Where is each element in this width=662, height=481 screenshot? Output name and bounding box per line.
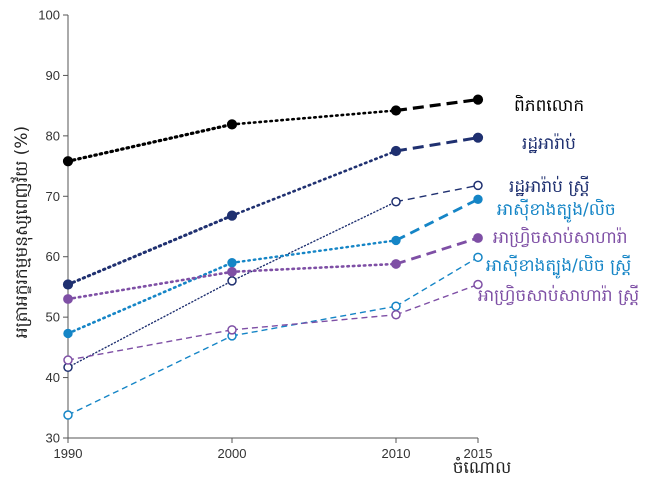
series-line-segment: [231, 314, 397, 331]
series-label-world: ពិភពលោក: [514, 94, 584, 116]
x-tick-label: 2010: [382, 446, 411, 461]
data-point: [473, 279, 483, 290]
data-point: [62, 156, 74, 167]
series-line-segment: [66, 261, 234, 335]
data-point: [391, 309, 401, 320]
data-point: [390, 145, 402, 157]
series-line-segment: [395, 98, 479, 113]
series-line-segment: [395, 256, 479, 307]
y-tick-label: 70: [46, 189, 60, 204]
y-tick-label: 60: [46, 249, 60, 264]
x-tick-label: 1990: [54, 446, 83, 461]
y-axis-title: អត្រាអក្ខរកម្មមនុស្សពេញវ័យ (%): [10, 126, 33, 338]
series-label-arab-states: រដ្ឋអារ៉ាប់: [522, 132, 576, 154]
axes: 30 40 50 60 70 80 90 100 1990 2000 2010 2015: [38, 8, 492, 462]
series-line-segment: [395, 236, 479, 266]
y-tick-label: 100: [38, 8, 60, 23]
data-point: [226, 119, 238, 130]
series-line-segment: [67, 329, 233, 361]
data-point: [473, 252, 483, 263]
x-tick-label: 2000: [218, 446, 247, 461]
series-line-segment: [230, 262, 398, 274]
series-label-sub-saharan-africa: អាហ្វ្រិចសាប់សាហារ៉ា: [493, 226, 628, 248]
series-label-south-west-asia: អាស៊ីខាងត្បូង/លិច: [497, 198, 616, 223]
data-point: [227, 258, 237, 268]
series-line-segment: [66, 122, 234, 163]
data-point: [473, 180, 483, 191]
y-tick-label: 80: [46, 128, 60, 143]
series-south-west-asia-female: [63, 252, 483, 420]
x-tick-label: 2015: [464, 446, 493, 461]
series-label-arab-states-female: រដ្ឋអារ៉ាប់ ស្ត្រី: [509, 175, 590, 197]
series-sub-saharan-africa: [63, 233, 483, 304]
data-point: [62, 279, 74, 290]
data-point: [63, 410, 73, 420]
x-axis-title: ចំណោល: [453, 456, 512, 478]
series-line-segment: [67, 280, 233, 368]
series-arab-states-female: [63, 180, 483, 373]
data-point: [391, 196, 401, 207]
series-layer: [62, 94, 484, 420]
series-line-segment: [231, 305, 397, 337]
series-arab-states: [62, 132, 484, 290]
data-point: [391, 235, 401, 246]
data-point: [227, 266, 237, 277]
series-south-west-asia: [63, 194, 483, 339]
y-tick-label: 90: [46, 68, 60, 83]
data-point: [473, 233, 483, 243]
y-tick-label: 50: [46, 310, 60, 325]
series-line-segment: [230, 239, 398, 264]
series-line-segment: [66, 214, 234, 287]
data-point: [391, 301, 401, 312]
series-line-segment: [395, 184, 479, 203]
series-line-segment: [67, 335, 233, 416]
series-line-segment: [66, 270, 234, 301]
data-point: [63, 328, 73, 339]
data-point: [227, 276, 237, 286]
series-line-segment: [230, 109, 398, 126]
series-line-segment: [231, 201, 397, 282]
series-sub-saharan-africa-female: [63, 279, 483, 365]
data-point: [472, 94, 484, 105]
y-tick-label: 30: [46, 431, 60, 446]
series-line-segment: [395, 136, 479, 153]
data-point: [227, 325, 237, 335]
data-point: [226, 210, 238, 221]
series-label-south-west-asia-female: អាស៊ីខាងត្បូង/លិច ស្ត្រី: [486, 254, 631, 279]
data-point: [390, 105, 402, 116]
data-point: [63, 355, 73, 365]
data-point: [472, 132, 484, 143]
data-point: [391, 259, 401, 269]
data-point: [63, 294, 73, 304]
series-line-segment: [230, 149, 398, 217]
data-point: [473, 194, 483, 205]
series-labels: ពិភពលោករដ្ឋអារ៉ាប់រដ្ឋអារ៉ាប់ ស្ត្រីអាស៊…: [478, 94, 639, 306]
y-tick-label: 40: [46, 370, 60, 385]
series-label-sub-saharan-africa-female: អាហ្វ្រិចសាប់សាហារ៉ា ស្ត្រី: [478, 284, 639, 306]
series-line-segment: [395, 283, 479, 316]
series-line-segment: [395, 198, 479, 242]
series-world: [62, 94, 484, 167]
